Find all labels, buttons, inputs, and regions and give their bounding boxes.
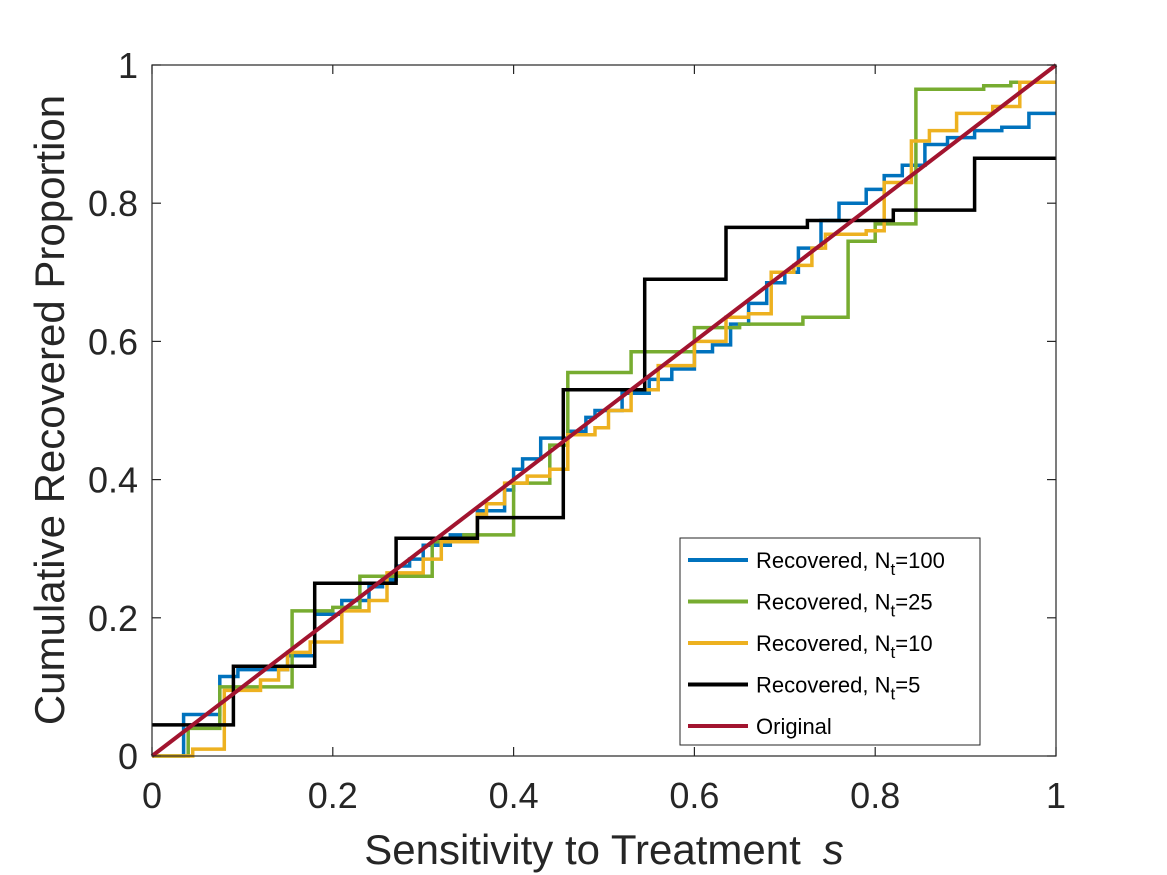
series-line-4 — [150, 63, 1058, 758]
y-tick-label: 0.6 — [88, 321, 138, 362]
y-tick-label: 0.8 — [88, 183, 138, 224]
y-tick-label: 0.2 — [88, 598, 138, 639]
series-line-2 — [152, 80, 1056, 758]
y-tick-label: 0.4 — [88, 460, 138, 501]
legend-label-1: Recovered, Nt=25 — [756, 590, 933, 621]
x-axis-label-symbol: s — [823, 826, 844, 873]
legend-label-0: Recovered, Nt=100 — [756, 548, 945, 579]
legend-label-4: Original — [756, 714, 832, 739]
ticks-layer: 0 0.2 0.4 0.6 0.8 1 0 0.2 0.4 0.6 0.8 1 — [88, 45, 1066, 816]
legend: Recovered, Nt=100 Recovered, Nt=25 Recover… — [679, 537, 981, 746]
x-tick-label: 0.2 — [308, 775, 358, 816]
x-tick-label: 0.8 — [850, 775, 900, 816]
legend-box — [679, 537, 981, 746]
x-tick-label: 0.6 — [669, 775, 719, 816]
x-tick-label: 0 — [142, 775, 162, 816]
x-tick-label: 1 — [1046, 775, 1066, 816]
series-line-3 — [152, 156, 1056, 727]
x-axis-label: Sensitivity to Treatment s — [364, 826, 844, 873]
plot-frame — [151, 64, 1057, 757]
y-tick-label: 0 — [118, 736, 138, 777]
legend-label-3: Recovered, Nt=5 — [756, 673, 920, 704]
x-tick-label: 0.4 — [489, 775, 539, 816]
y-axis-label: Cumulative Recovered Proportion — [26, 95, 73, 725]
y-tick-label: 1 — [118, 45, 138, 86]
x-axis-label-text: Sensitivity to Treatment — [364, 826, 801, 873]
series-layer — [150, 63, 1058, 758]
legend-label-2: Recovered, Nt=10 — [756, 631, 933, 662]
